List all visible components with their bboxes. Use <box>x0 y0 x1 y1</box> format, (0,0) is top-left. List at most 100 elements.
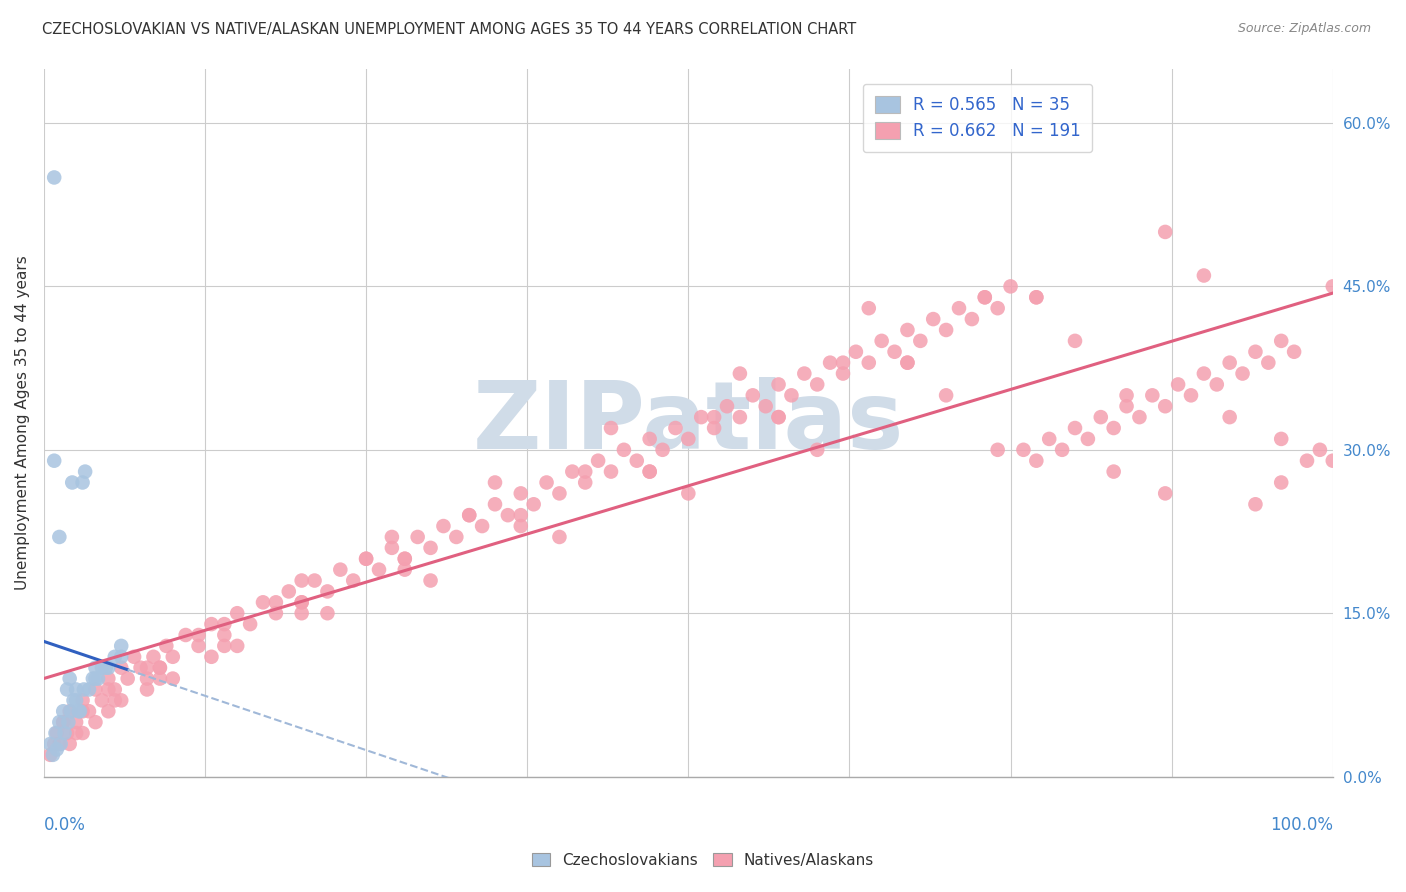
Point <box>45 726 67 740</box>
Point <box>1244 344 1267 359</box>
Point <box>48 530 70 544</box>
Point <box>252 595 274 609</box>
Point <box>316 584 339 599</box>
Point <box>342 574 364 588</box>
Point <box>896 356 918 370</box>
Point <box>59 704 82 718</box>
Point <box>84 682 107 697</box>
Point <box>768 377 790 392</box>
Point <box>664 421 686 435</box>
Point <box>432 519 454 533</box>
Point <box>678 486 700 500</box>
Point <box>44 726 66 740</box>
Point <box>768 410 790 425</box>
Point <box>419 574 441 588</box>
Point <box>316 606 339 620</box>
Point <box>44 737 66 751</box>
Point <box>394 551 416 566</box>
Point <box>1219 356 1241 370</box>
Point <box>858 301 880 315</box>
Point <box>354 551 377 566</box>
Point <box>406 530 429 544</box>
Point <box>122 649 145 664</box>
Point <box>69 704 91 718</box>
Point <box>818 356 841 370</box>
Point <box>1154 486 1177 500</box>
Point <box>72 475 94 490</box>
Point <box>1296 453 1319 467</box>
Point <box>42 747 65 762</box>
Point <box>162 649 184 664</box>
Point <box>1064 421 1087 435</box>
Point <box>1115 399 1137 413</box>
Point <box>1154 399 1177 413</box>
Point <box>1270 475 1292 490</box>
Point <box>1192 367 1215 381</box>
Legend: R = 0.565   N = 35, R = 0.662   N = 191: R = 0.565 N = 35, R = 0.662 N = 191 <box>863 84 1092 152</box>
Point <box>129 661 152 675</box>
Point <box>394 563 416 577</box>
Point <box>678 432 700 446</box>
Point <box>987 442 1010 457</box>
Point <box>870 334 893 348</box>
Point <box>1038 432 1060 446</box>
Point <box>509 508 531 523</box>
Point <box>973 290 995 304</box>
Point <box>600 465 623 479</box>
Point <box>77 682 100 697</box>
Point <box>1322 279 1344 293</box>
Point <box>62 693 84 707</box>
Point <box>471 519 494 533</box>
Point <box>548 486 571 500</box>
Point <box>264 606 287 620</box>
Point <box>354 551 377 566</box>
Point <box>52 704 75 718</box>
Point <box>446 530 468 544</box>
Point <box>84 672 107 686</box>
Point <box>97 704 120 718</box>
Point <box>136 672 159 686</box>
Text: 100.0%: 100.0% <box>1270 815 1333 833</box>
Point <box>935 323 957 337</box>
Point <box>155 639 177 653</box>
Point <box>1282 344 1305 359</box>
Point <box>149 661 172 675</box>
Point <box>136 682 159 697</box>
Point <box>149 661 172 675</box>
Point <box>690 410 713 425</box>
Point <box>922 312 945 326</box>
Point <box>48 737 70 751</box>
Point <box>651 442 673 457</box>
Point <box>716 399 738 413</box>
Point <box>291 595 314 609</box>
Point <box>67 704 90 718</box>
Point <box>104 649 127 664</box>
Point <box>1025 290 1047 304</box>
Point <box>484 497 506 511</box>
Point <box>174 628 197 642</box>
Point <box>49 737 72 751</box>
Point <box>586 453 609 467</box>
Point <box>59 704 82 718</box>
Point <box>200 649 222 664</box>
Point <box>142 649 165 664</box>
Point <box>1025 453 1047 467</box>
Text: Source: ZipAtlas.com: Source: ZipAtlas.com <box>1237 22 1371 36</box>
Point <box>214 617 236 632</box>
Point <box>458 508 481 523</box>
Point <box>1077 432 1099 446</box>
Point <box>883 344 905 359</box>
Point <box>896 323 918 337</box>
Point <box>1309 442 1331 457</box>
Point <box>394 551 416 566</box>
Point <box>59 737 82 751</box>
Point <box>768 410 790 425</box>
Point <box>304 574 326 588</box>
Point <box>948 301 970 315</box>
Text: ZIPatlas: ZIPatlas <box>472 376 904 468</box>
Point <box>87 672 110 686</box>
Point <box>149 672 172 686</box>
Point <box>214 628 236 642</box>
Text: 0.0%: 0.0% <box>44 815 86 833</box>
Point <box>1128 410 1150 425</box>
